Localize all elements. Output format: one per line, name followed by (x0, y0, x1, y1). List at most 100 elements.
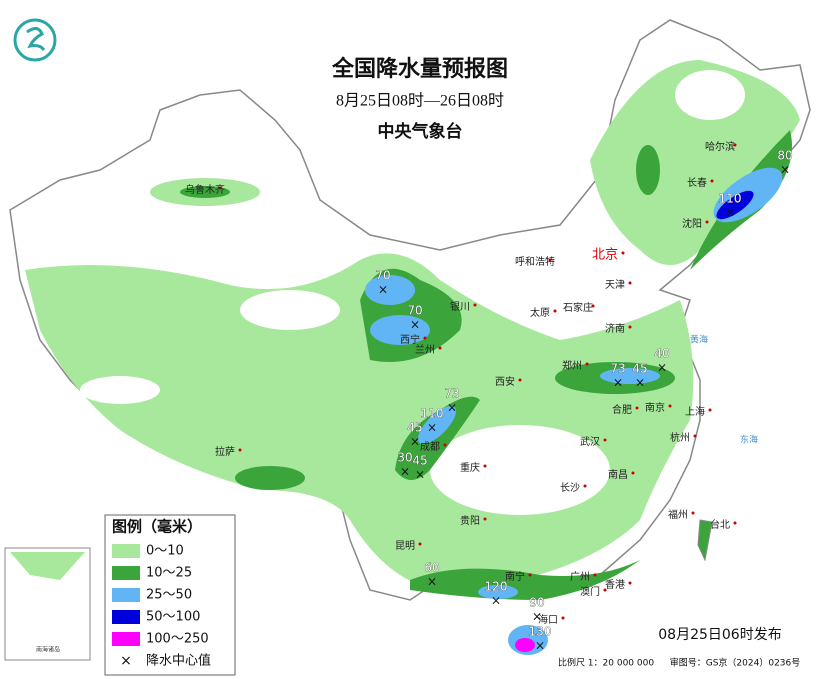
rain-center-cross: × (427, 421, 437, 435)
legend-label: 0～10 (146, 544, 184, 559)
legend-swatch (112, 588, 140, 602)
city-label: 长沙 (560, 482, 580, 494)
legend-title: 图例（毫米） (112, 518, 202, 536)
city-dot (628, 281, 632, 285)
sea-label: 东海 (740, 434, 758, 446)
legend-label: 10～25 (146, 566, 192, 581)
legend-label: 100～250 (146, 632, 209, 647)
legend-swatch (112, 632, 140, 646)
city-label: 南昌 (608, 468, 628, 481)
city-label: 长春 (687, 177, 707, 189)
city-dot (593, 573, 597, 577)
city-dot (518, 378, 522, 382)
city-label: 福州 (668, 508, 688, 521)
inset-land (10, 552, 85, 580)
logo-mark (26, 27, 46, 51)
city-dot (438, 346, 442, 350)
legend-swatch (112, 610, 140, 624)
map-subtitle: 8月25日08时—26日08时 (336, 92, 504, 110)
city-label: 昆明 (395, 540, 415, 552)
rain-center-cross: × (410, 435, 420, 449)
city-label: 天津 (605, 279, 625, 291)
city-label: 台北 (710, 518, 730, 531)
city-dot (553, 309, 557, 313)
rain-center-value: 80 (777, 149, 792, 163)
rain-center-value: 110 (719, 192, 742, 206)
map-title: 全国降水量预报图 (331, 56, 508, 82)
city-label: 拉萨 (215, 445, 235, 458)
rain-center-value: 40 (654, 347, 669, 361)
city-label: 北京 (592, 248, 618, 263)
inset-label: 南海诸岛 (36, 646, 60, 654)
city-dot (591, 304, 595, 308)
legend-swatch (112, 566, 140, 580)
city-dot (483, 517, 487, 521)
rain-center-value: 73 (444, 387, 459, 401)
rain-center-value: 60 (424, 561, 439, 575)
rain-center-cross: × (427, 575, 437, 589)
city-label: 西宁 (400, 333, 420, 346)
city-label: 成都 (420, 441, 440, 453)
city-dot (691, 511, 695, 515)
city-label: 海口 (538, 613, 558, 626)
city-label: 乌鲁木齐 (185, 183, 225, 196)
city-dot (733, 143, 737, 147)
city-dot (628, 581, 632, 585)
city-dot (635, 406, 639, 410)
rain-center-cross: × (447, 401, 457, 415)
city-dot (668, 404, 672, 408)
city-dot (603, 588, 607, 592)
rain-center-cross: × (400, 465, 410, 479)
city-dot (708, 408, 712, 412)
city-dot (548, 258, 552, 262)
city-label: 石家庄 (563, 301, 593, 314)
city-label: 杭州 (670, 431, 690, 444)
rain-center-cross: × (780, 163, 790, 177)
rain-center-value: 45 (407, 421, 422, 435)
city-label: 上海 (685, 405, 705, 418)
city-label: 贵阳 (460, 514, 480, 527)
rain-center-cross: × (635, 376, 645, 390)
city-label: 太原 (530, 306, 550, 319)
rain-center-value: 70 (407, 304, 422, 318)
legend-center-label: 降水中心值 (146, 653, 211, 669)
legend-swatch (112, 544, 140, 558)
city-label: 南京 (645, 401, 665, 414)
city-label: 银川 (450, 300, 470, 313)
city-label: 武汉 (580, 435, 600, 448)
logo (13, 18, 57, 62)
rain-areas (25, 60, 800, 655)
rain-center-cross: × (657, 361, 667, 375)
city-label: 哈尔滨 (705, 140, 735, 153)
city-dot (628, 325, 632, 329)
legend-label: 25～50 (146, 588, 192, 603)
city-label: 兰州 (415, 343, 435, 356)
rain-center-value: 45 (632, 362, 647, 376)
city-label: 广州 (570, 571, 590, 583)
rain-center-cross: × (378, 283, 388, 297)
city-label: 西安 (495, 375, 515, 388)
rain-center-value: 120 (485, 580, 508, 594)
city-label: 济南 (605, 322, 625, 335)
rain-center-cross: × (532, 610, 542, 624)
legend-cross: × (120, 653, 132, 669)
city-dot (585, 362, 589, 366)
rain-center-value: 30 (397, 451, 412, 465)
rain-center-value: 73 (610, 362, 625, 376)
city-label: 澳门 (580, 585, 600, 598)
rain-center-cross: × (613, 376, 623, 390)
rain-center-value: 90 (529, 596, 544, 610)
city-dot (218, 186, 222, 190)
rain-center-value: 110 (421, 407, 444, 421)
city-dot (473, 303, 477, 307)
city-label: 郑州 (562, 359, 582, 372)
city-label: 沈阳 (682, 217, 702, 230)
city-dot (238, 448, 242, 452)
rain-center-value: 130 (529, 625, 552, 639)
city-dot (443, 443, 447, 447)
legend-label: 50～100 (146, 610, 200, 625)
city-dot (693, 434, 697, 438)
city-dot (583, 484, 587, 488)
